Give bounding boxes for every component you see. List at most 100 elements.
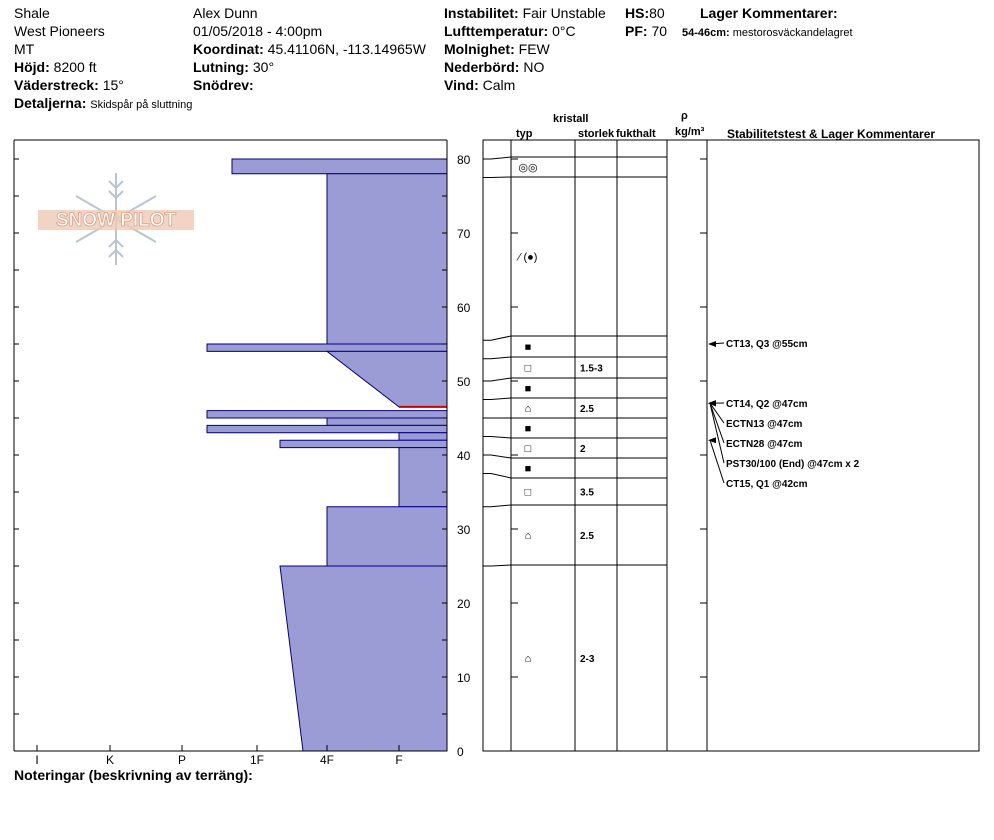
grain-size-value: 1.5-3 bbox=[580, 364, 603, 375]
layer-connector bbox=[483, 377, 512, 382]
hardness-bar bbox=[279, 439, 448, 449]
grain-type-symbol: ■ bbox=[525, 342, 532, 354]
moisture-header: fukthalt bbox=[616, 128, 656, 140]
state: MT bbox=[14, 41, 35, 57]
hardness-bar bbox=[398, 432, 448, 441]
arrow-head bbox=[708, 400, 716, 407]
hardness-tick-label: K bbox=[106, 753, 114, 767]
hardness-tick-label: F bbox=[395, 753, 402, 767]
snowflake-icon: SNOW PILOT bbox=[38, 173, 194, 265]
grain-type-symbol: ■ bbox=[525, 423, 532, 435]
layer-connector bbox=[483, 356, 512, 360]
coordinates: Koordinat: 45.41106N, -113.14965W bbox=[193, 41, 426, 57]
hardness-bar bbox=[279, 565, 448, 752]
stability-test-label: ECTN13 @47cm bbox=[726, 419, 803, 430]
grain-type-symbol: ⌂ bbox=[525, 653, 532, 665]
hardness-tick-label: I bbox=[35, 753, 38, 767]
density-unit: kg/m³ bbox=[675, 126, 705, 138]
height-tick-label: 40 bbox=[457, 449, 471, 463]
size-header: storlek bbox=[578, 128, 615, 140]
layer-comments-title: Lager Kommentarer: bbox=[700, 5, 838, 21]
grain-size-value: 2.5 bbox=[580, 404, 594, 415]
observer: Alex Dunn bbox=[193, 5, 258, 21]
height-tick-label: 20 bbox=[457, 597, 471, 611]
grain-type-symbol: ⌂ bbox=[525, 530, 532, 542]
height-tick-label: 0 bbox=[457, 745, 464, 759]
height-tick-label: 10 bbox=[457, 671, 471, 685]
precipitation: Nederbörd: NO bbox=[444, 59, 545, 75]
density-symbol: ρ bbox=[681, 110, 688, 122]
layer-comment: 54-46cm: mestorosväckandelagret bbox=[682, 27, 853, 39]
stability-test-label: PST30/100 (End) @47cm x 2 bbox=[726, 459, 860, 470]
layer-connector bbox=[483, 156, 512, 160]
height-tick-label: 50 bbox=[457, 375, 471, 389]
slope-angle: Lutning: 30° bbox=[193, 59, 275, 75]
datetime: 01/05/2018 - 4:00pm bbox=[193, 23, 323, 39]
grain-size-value: 2-3 bbox=[580, 654, 595, 665]
grain-type-symbol: ■ bbox=[525, 463, 532, 475]
grain-type-symbol: ⌂ bbox=[525, 403, 532, 415]
hardness-tick-label: P bbox=[178, 753, 186, 767]
wind: Vind: Calm bbox=[444, 77, 516, 93]
aspect: Väderstreck: 15° bbox=[14, 77, 124, 93]
stability-test-label: CT14, Q2 @47cm bbox=[726, 399, 808, 410]
wind-loading: Snödrev: bbox=[193, 77, 254, 93]
grain-type-symbol: ◎◎ bbox=[518, 162, 537, 174]
hardness-bar bbox=[326, 506, 448, 567]
grain-type-symbol: □ bbox=[525, 363, 532, 375]
height-tick-label: 70 bbox=[457, 227, 471, 241]
stability-test-label: CT15, Q1 @42cm bbox=[726, 479, 808, 490]
grain-type-symbol: ■ bbox=[525, 383, 532, 395]
test-arrow bbox=[709, 403, 725, 464]
hardness-tick-label: 4F bbox=[320, 753, 334, 767]
grain-type-symbol: ⁄ (●) bbox=[516, 252, 538, 264]
stability-test-label: CT13, Q3 @55cm bbox=[726, 339, 808, 350]
hardness-bar bbox=[206, 424, 448, 434]
layer-connector bbox=[483, 564, 512, 567]
hardness-bar bbox=[231, 158, 448, 175]
grain-size-value: 2 bbox=[580, 444, 586, 455]
mountain-range: West Pioneers bbox=[14, 23, 105, 39]
layer-table-frame bbox=[482, 139, 980, 752]
grain-size-value: 3.5 bbox=[580, 488, 594, 499]
layer-connector bbox=[483, 473, 512, 479]
terrain-notes-label: Noteringar (beskrivning av terräng): bbox=[14, 767, 253, 783]
elevation: Höjd: 8200 ft bbox=[14, 59, 97, 75]
layer-connector bbox=[483, 335, 512, 341]
test-arrow bbox=[709, 403, 725, 444]
stability: Instabilitet: Fair Unstable bbox=[444, 5, 606, 21]
foot-penetration: PF: 70 bbox=[625, 23, 668, 39]
stability-header: Stabilitetstest & Lager Kommentarer bbox=[727, 127, 936, 141]
total-snow-height: HS:80 bbox=[625, 5, 665, 21]
layer-connector bbox=[483, 397, 512, 400]
type-header: typ bbox=[516, 128, 533, 140]
hardness-bar bbox=[326, 173, 448, 345]
snowpilot-logo: SNOW PILOT bbox=[38, 170, 194, 268]
test-arrow bbox=[709, 440, 725, 484]
stability-test-label: ECTN28 @47cm bbox=[726, 439, 803, 450]
grain-type-symbol: □ bbox=[525, 443, 532, 455]
height-tick-label: 60 bbox=[457, 301, 471, 315]
hardness-tick-label: 1F bbox=[250, 753, 264, 767]
details: Detaljerna: Skidspår på sluttning bbox=[14, 95, 193, 111]
layer-connector bbox=[483, 176, 512, 178]
arrow-head bbox=[708, 341, 716, 347]
location-name: Shale bbox=[14, 5, 50, 21]
grain-type-symbol: □ bbox=[525, 487, 532, 499]
hardness-bar bbox=[325, 350, 448, 408]
grain-size-value: 2.5 bbox=[580, 531, 594, 542]
hardness-bar bbox=[326, 417, 448, 426]
air-temperature: Lufttemperatur: 0°C bbox=[444, 23, 576, 39]
sky-cover: Molnighet: FEW bbox=[444, 41, 550, 57]
crystal-header: kristall bbox=[553, 113, 589, 125]
hardness-bar bbox=[206, 343, 448, 352]
arrow-head bbox=[708, 437, 716, 444]
hardness-bar bbox=[206, 410, 448, 419]
hardness-bar bbox=[398, 447, 448, 508]
test-arrow bbox=[709, 402, 725, 424]
logo-text: SNOW PILOT bbox=[56, 210, 177, 231]
layer-connector bbox=[483, 436, 512, 439]
layer-connector bbox=[483, 504, 512, 508]
height-tick-label: 80 bbox=[457, 153, 471, 167]
